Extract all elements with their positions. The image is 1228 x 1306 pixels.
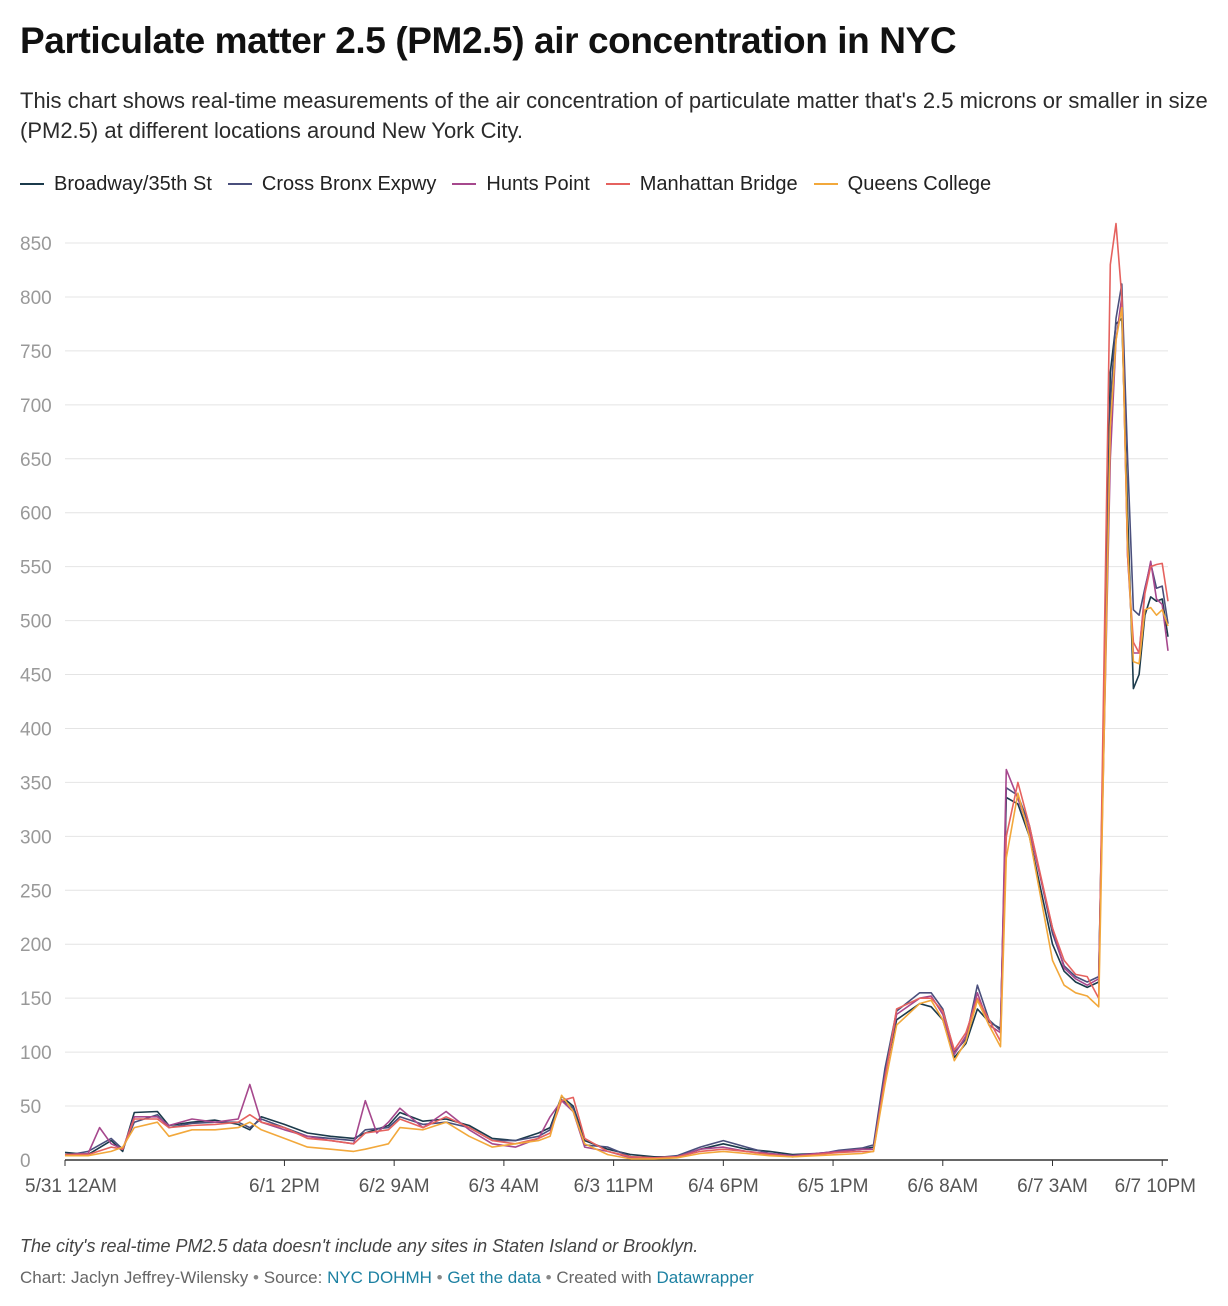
y-tick-label: 350 bbox=[20, 773, 52, 794]
y-tick-label: 800 bbox=[20, 288, 52, 309]
legend-swatch bbox=[605, 183, 630, 185]
credits-separator: • bbox=[253, 1268, 259, 1287]
chart-author: Chart: Jaclyn Jeffrey-Wilensky bbox=[20, 1268, 249, 1287]
legend-swatch bbox=[813, 183, 838, 185]
series-line-broadway-35th-st bbox=[64, 317, 1169, 1158]
x-tick-label: 6/7 10PM bbox=[1115, 1176, 1196, 1197]
series-line-manhattan-bridge bbox=[65, 222, 1169, 1159]
y-tick-label: 700 bbox=[20, 396, 52, 417]
y-tick-label: 450 bbox=[20, 666, 52, 687]
legend-label: Hunts Point bbox=[486, 172, 590, 195]
y-tick-label: 600 bbox=[20, 504, 52, 525]
y-tick-label: 850 bbox=[20, 234, 52, 255]
y-tick-label: 400 bbox=[20, 719, 52, 740]
y-tick-label: 500 bbox=[20, 612, 52, 633]
x-tick-label: 6/3 11PM bbox=[574, 1176, 654, 1197]
legend-swatch bbox=[20, 183, 44, 185]
legend-item: Manhattan Bridge bbox=[605, 172, 798, 196]
x-tick-label: 6/5 1PM bbox=[798, 1176, 869, 1197]
x-tick-label: 5/31 12AM bbox=[25, 1176, 117, 1197]
chart-note: The city's real-time PM2.5 data doesn't … bbox=[20, 1236, 699, 1256]
x-tick-label: 6/1 2PM bbox=[249, 1176, 320, 1197]
legend-label: Cross Bronx Expwy bbox=[261, 172, 437, 195]
created-with-label: Created with bbox=[556, 1268, 652, 1287]
chart-subtitle: This chart shows real-time measurements … bbox=[20, 88, 1208, 143]
series-line-queens-college bbox=[65, 306, 1169, 1160]
x-tick-label: 6/2 9AM bbox=[359, 1176, 430, 1197]
legend-item: Hunts Point bbox=[452, 172, 590, 196]
legend-swatch bbox=[227, 183, 252, 185]
credits-separator: • bbox=[436, 1268, 443, 1287]
series-line-cross-bronx-expwy bbox=[64, 283, 1169, 1159]
y-tick-label: 100 bbox=[20, 1043, 52, 1064]
source-label: Source: bbox=[263, 1268, 323, 1287]
legend-item: Broadway/35th St bbox=[20, 173, 212, 196]
x-tick-label: 6/4 6PM bbox=[688, 1176, 759, 1197]
y-tick-label: 650 bbox=[20, 450, 52, 471]
y-tick-label: 300 bbox=[20, 827, 52, 848]
x-tick-label: 6/7 3AM bbox=[1017, 1176, 1088, 1197]
legend-label: Queens College bbox=[847, 172, 992, 195]
y-tick-label: 550 bbox=[20, 558, 52, 579]
legend-item: Queens College bbox=[813, 172, 992, 196]
y-tick-label: 200 bbox=[20, 935, 52, 956]
y-tick-label: 250 bbox=[20, 881, 52, 902]
y-tick-label: 750 bbox=[20, 342, 52, 363]
y-tick-label: 50 bbox=[20, 1097, 41, 1118]
line-chart: 0 50 100 150 200 250 300 350 400 450 500 550 600 650 7… bbox=[20, 222, 1196, 1197]
legend-label: Manhattan Bridge bbox=[639, 172, 798, 195]
chart-credits: Chart: Jaclyn Jeffrey-Wilensky • Source:… bbox=[20, 1268, 754, 1288]
x-tick-label: 6/3 4AM bbox=[469, 1176, 540, 1197]
datawrapper-link[interactable]: Datawrapper bbox=[656, 1268, 754, 1287]
legend-item: Cross Bronx Expwy bbox=[227, 172, 437, 196]
chart-title: Particulate matter 2.5 (PM2.5) air conce… bbox=[20, 20, 957, 61]
legend-swatch bbox=[452, 183, 477, 185]
series-line-hunts-point bbox=[64, 296, 1169, 1159]
get-data-link[interactable]: Get the data bbox=[447, 1268, 541, 1287]
legend-label: Broadway/35th St bbox=[54, 172, 212, 195]
y-tick-label: 0 bbox=[20, 1151, 31, 1172]
chart-legend: Broadway/35th St Cross Bronx Expwy Hunts P… bbox=[20, 170, 1210, 198]
credits-separator: • bbox=[545, 1268, 552, 1287]
y-tick-label: 150 bbox=[20, 989, 52, 1010]
source-link[interactable]: NYC DOHMH bbox=[327, 1268, 432, 1287]
x-tick-label: 6/6 8AM bbox=[907, 1176, 978, 1197]
